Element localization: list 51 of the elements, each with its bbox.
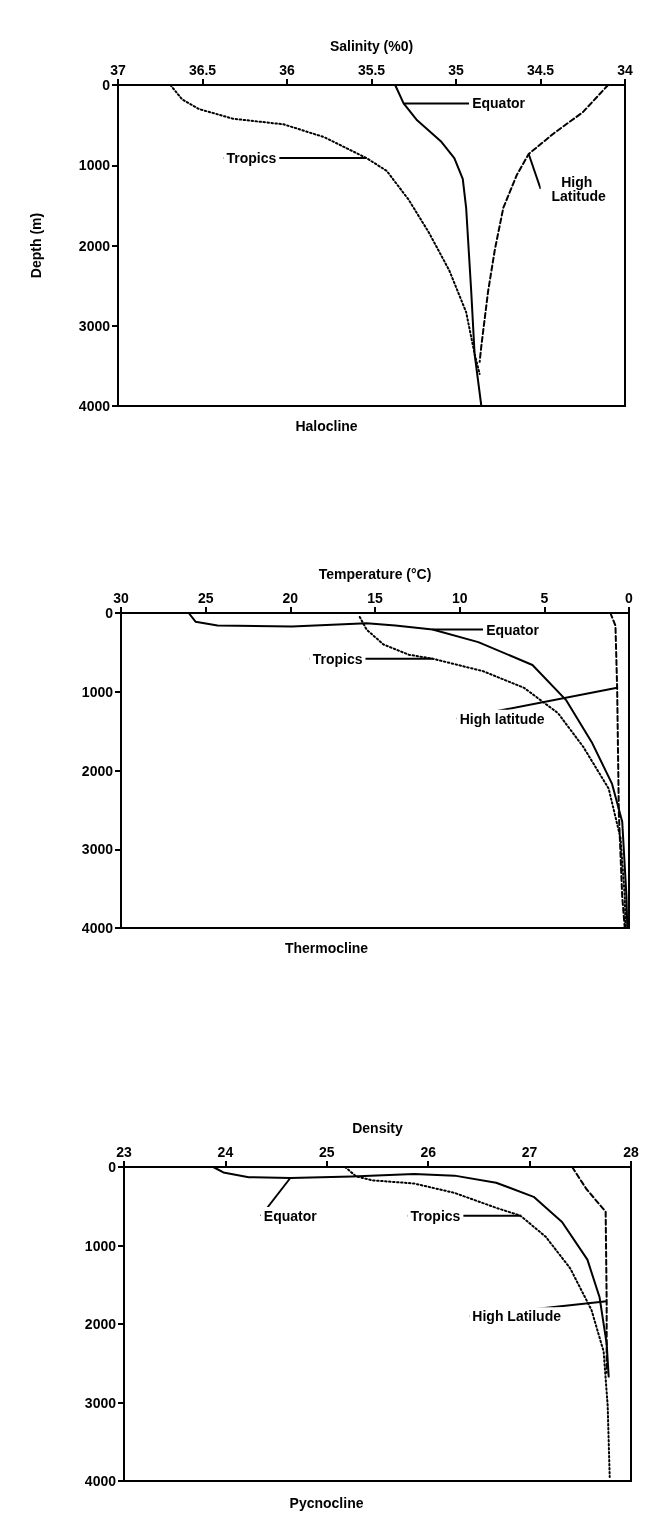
x-tick-label: 25 [197, 590, 214, 606]
y-tick-label: 3000 [81, 841, 114, 858]
x-axis-title: Density [352, 1120, 403, 1136]
x-tick-label: 20 [282, 590, 299, 606]
y-tick-label: 4000 [78, 398, 111, 414]
y-tick-label: 3000 [78, 317, 111, 334]
x-tick-label: 25 [319, 1144, 335, 1160]
series-label: Tropics [410, 1207, 461, 1224]
y-tick-label: 1000 [81, 683, 114, 700]
x-tick-label: 28 [623, 1144, 639, 1160]
text: High latitude [459, 710, 545, 727]
legend-label: Equator [472, 95, 526, 112]
y-tick-label: 0 [105, 605, 114, 621]
x-tick-label: 37 [110, 62, 126, 78]
x-tick-label: 10 [451, 590, 468, 606]
x-tick-label: 30 [113, 590, 129, 606]
y-tick-label: 1000 [84, 1237, 117, 1254]
text: High Latitude [551, 174, 607, 205]
text: Thermocline [284, 940, 369, 956]
x-tick-label: 24 [217, 1144, 234, 1160]
y-tick-label: 3000 [84, 1394, 117, 1411]
x-tick-label: 27 [521, 1144, 538, 1160]
series-label: Tropics [312, 650, 363, 667]
legend-label: Equator [486, 621, 540, 638]
y-tick-label: 4000 [81, 920, 114, 936]
text: Equator [263, 1207, 318, 1224]
series-label: Tropics [226, 150, 277, 167]
y-tick-label: 4000 [84, 1473, 117, 1489]
y-axis-title: Depth (m) [28, 212, 44, 279]
y-tick-label: 2000 [81, 762, 114, 779]
text: High Latilude [472, 1308, 562, 1325]
text: Halocline [295, 418, 358, 434]
x-axis-title: Temperature (°C) [318, 566, 432, 582]
x-tick-label: 23 [116, 1144, 132, 1160]
x-tick-label: 35.5 [357, 62, 386, 78]
x-tick-label: 26 [420, 1144, 437, 1160]
x-tick-label: 36.5 [188, 62, 217, 78]
x-tick-label: 36 [279, 62, 295, 78]
y-tick-label: 1000 [78, 157, 111, 174]
x-tick-label: 34.5 [526, 62, 555, 78]
y-tick-label: 2000 [84, 1316, 117, 1332]
x-tick-label: 34 [617, 62, 633, 78]
x-tick-label: 15 [367, 590, 383, 606]
x-axis-title: Salinity (%0) [329, 38, 414, 54]
text: Pycnocline [289, 1495, 364, 1511]
y-tick-label: 0 [108, 1159, 117, 1175]
x-tick-label: 0 [625, 590, 634, 606]
x-tick-label: 5 [540, 590, 549, 606]
x-tick-label: 35 [448, 62, 464, 78]
y-tick-label: 2000 [78, 237, 111, 254]
y-tick-label: 0 [102, 77, 111, 93]
